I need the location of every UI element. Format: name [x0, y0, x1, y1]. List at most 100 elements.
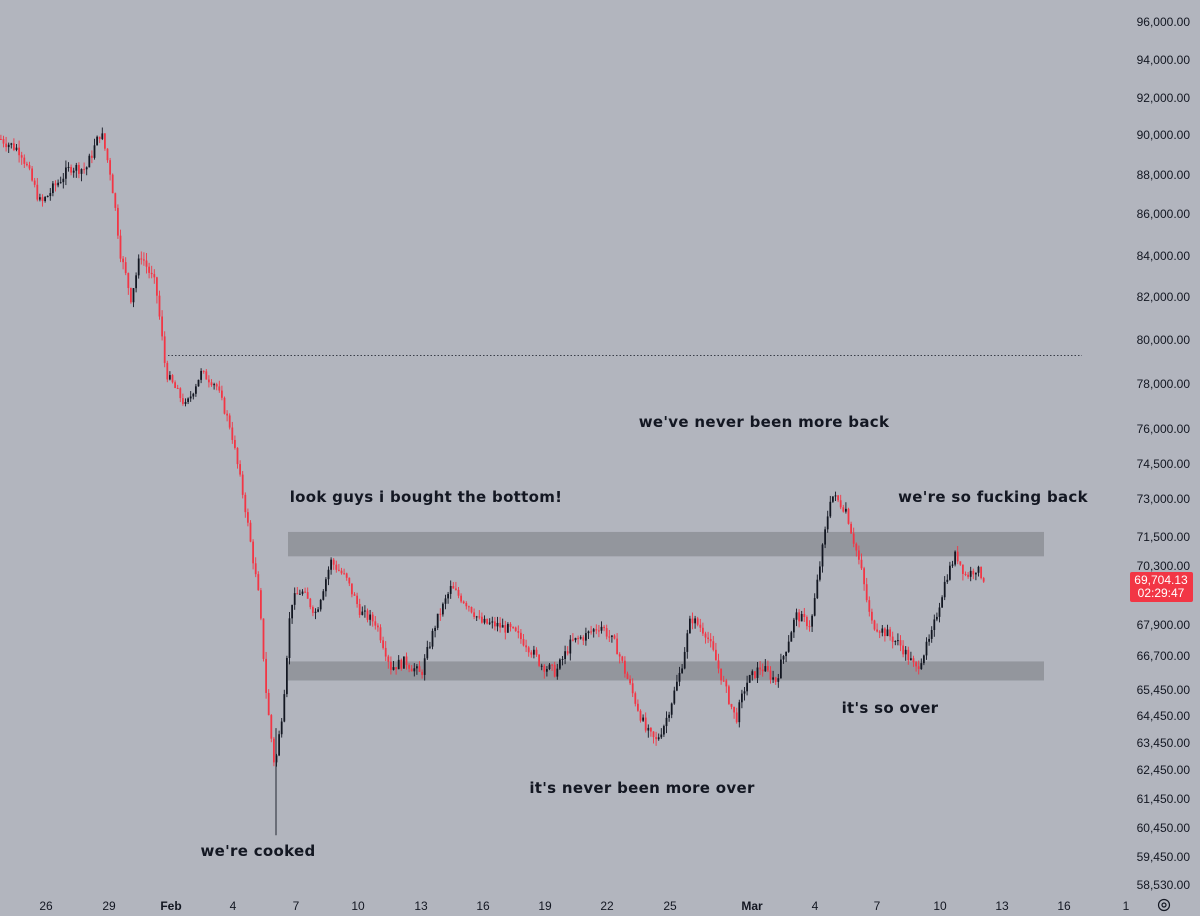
candle-body [166, 362, 169, 380]
candle-body [928, 638, 930, 642]
candle-body [418, 666, 421, 672]
candle-body [751, 671, 754, 676]
price-tick-label: 88,000.00 [1137, 168, 1191, 182]
candle-body [270, 715, 273, 739]
candle-body [182, 398, 184, 404]
candle-body [540, 665, 543, 667]
candle-body [915, 662, 917, 667]
candle-body [657, 737, 660, 740]
candle-body [644, 717, 647, 731]
date-tick-label: 16 [1057, 899, 1071, 913]
candle-body [338, 569, 340, 571]
candle-body [111, 174, 114, 194]
price-tick-label: 63,450.00 [1137, 736, 1191, 750]
candle-body [826, 516, 829, 530]
price-tick-label: 86,000.00 [1137, 207, 1191, 221]
candle-body [275, 755, 278, 763]
candle-body [759, 667, 761, 670]
gear-icon[interactable] [1157, 898, 1171, 912]
candle-body [626, 673, 629, 679]
candle-body [379, 627, 382, 641]
candle-body [925, 641, 928, 656]
candle-body [15, 147, 18, 150]
candle-body [249, 522, 252, 542]
candle-body [878, 631, 881, 633]
candle-body [689, 618, 691, 634]
candle-body [306, 592, 309, 599]
candle-body [23, 157, 26, 164]
candle-body [683, 651, 686, 669]
price-tick-label: 61,450.00 [1137, 792, 1191, 806]
candle-body [67, 166, 70, 168]
candle-body [923, 655, 925, 664]
candle-body [200, 370, 202, 380]
candle-body [413, 668, 416, 672]
candle-body [457, 589, 460, 596]
candle-body [410, 668, 413, 672]
candle-body [184, 401, 187, 404]
candle-body [335, 564, 338, 570]
candle-body [304, 591, 306, 593]
time-axis[interactable]: 26 29 Feb 4 7 10 13 16 19 22 25 Mar 4 7 10 13 16 1 [39, 899, 1129, 913]
candle-body [260, 590, 262, 619]
candle-body [488, 622, 491, 624]
month-tick-label: Mar [741, 899, 763, 913]
candle-body [972, 570, 975, 575]
candle-body [860, 559, 863, 569]
candle-body [832, 496, 834, 502]
candle-body [881, 628, 884, 633]
candle-body [452, 586, 455, 589]
candle-body [122, 258, 124, 263]
candle-body [553, 664, 556, 677]
candle-body [280, 721, 283, 735]
candle-body [369, 614, 371, 620]
candle-body [397, 659, 400, 670]
candle-body [936, 616, 938, 620]
candle-body [595, 629, 598, 631]
candle-body [847, 508, 850, 524]
candle-body [543, 665, 546, 672]
candle-body [673, 690, 676, 704]
candle-body [374, 621, 377, 626]
candle-body [777, 678, 780, 682]
candle-body [236, 447, 239, 465]
candle-body [104, 133, 106, 149]
candle-body [982, 578, 985, 582]
candle-body [49, 193, 52, 196]
candle-body [475, 616, 478, 618]
candle-body [746, 682, 748, 692]
date-tick-label: 1 [1123, 899, 1130, 913]
candle-body [938, 607, 941, 617]
price-tick-label: 65,450.00 [1137, 683, 1191, 697]
candle-body [208, 379, 210, 383]
candle-body [262, 618, 265, 659]
candle-body [720, 668, 722, 681]
candle-body [52, 183, 54, 194]
candle-body [171, 375, 174, 383]
candle-body [624, 660, 626, 674]
candle-body [148, 266, 150, 273]
candle-body [93, 145, 96, 158]
price-axis[interactable]: 96,000.00 94,000.00 92,000.00 90,000.00 88,0… [1137, 15, 1191, 892]
candle-body [0, 139, 2, 140]
candle-body [507, 623, 509, 633]
date-tick-label: 7 [293, 899, 300, 913]
candle-body [231, 427, 234, 440]
candle-body [824, 529, 826, 545]
price-tick-label: 66,700.00 [1137, 649, 1191, 663]
candle-body [587, 631, 590, 634]
candle-body [156, 277, 158, 296]
candle-body [57, 182, 59, 186]
candle-body [213, 384, 215, 386]
candle-body [647, 727, 650, 731]
candle-body [137, 258, 140, 276]
candle-body [405, 656, 408, 666]
candle-body [631, 683, 634, 694]
candle-body [795, 612, 798, 620]
candle-body [343, 573, 345, 575]
candle-body [296, 593, 299, 595]
candle-body [468, 606, 470, 608]
candle-body [28, 165, 31, 169]
candle-body [772, 677, 774, 680]
